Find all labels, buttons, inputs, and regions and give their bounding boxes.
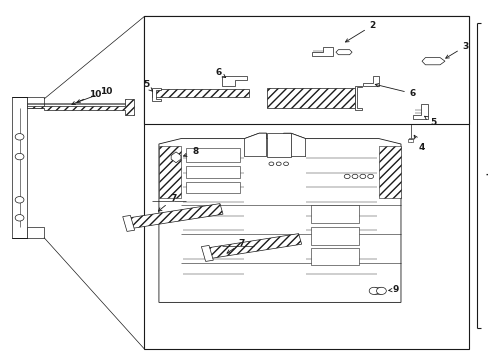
Polygon shape	[244, 133, 266, 157]
Polygon shape	[311, 47, 332, 56]
Text: 8: 8	[183, 148, 198, 157]
Bar	[201, 246, 213, 261]
Bar	[185, 182, 239, 193]
Polygon shape	[12, 97, 44, 108]
Text: 9: 9	[388, 285, 398, 294]
Bar	[310, 205, 359, 223]
Polygon shape	[159, 133, 400, 302]
Text: 6: 6	[215, 68, 225, 77]
Polygon shape	[421, 58, 444, 65]
Bar	[159, 146, 181, 198]
Bar	[378, 146, 400, 198]
Bar	[144, 16, 468, 349]
Bar	[185, 166, 239, 178]
Bar	[144, 16, 468, 124]
Text: 5: 5	[142, 80, 152, 91]
Text: 5: 5	[424, 116, 436, 127]
Circle shape	[268, 162, 273, 166]
Circle shape	[351, 174, 357, 179]
Text: 6: 6	[374, 84, 415, 98]
Text: 10: 10	[77, 87, 112, 103]
Bar	[129, 204, 223, 228]
Text: 7: 7	[226, 238, 245, 253]
Circle shape	[359, 174, 365, 179]
Polygon shape	[354, 86, 361, 110]
Circle shape	[15, 197, 24, 203]
Bar	[266, 88, 354, 108]
Polygon shape	[412, 104, 427, 119]
Polygon shape	[12, 227, 44, 238]
Polygon shape	[363, 76, 378, 86]
Circle shape	[15, 153, 24, 160]
Circle shape	[15, 215, 24, 221]
Polygon shape	[335, 50, 351, 55]
Bar	[408, 138, 412, 139]
Bar	[407, 139, 412, 142]
Bar	[310, 248, 359, 265]
Circle shape	[15, 134, 24, 140]
Circle shape	[276, 162, 281, 166]
Circle shape	[367, 174, 373, 179]
Circle shape	[283, 162, 288, 166]
Text: 3: 3	[445, 41, 468, 58]
Text: 7: 7	[158, 194, 177, 211]
Bar	[185, 148, 239, 162]
Polygon shape	[12, 97, 27, 238]
Text: 10: 10	[72, 90, 102, 105]
Circle shape	[344, 174, 349, 179]
Polygon shape	[151, 88, 161, 101]
Text: –1: –1	[485, 171, 488, 180]
Text: 4: 4	[413, 135, 424, 152]
Bar	[207, 234, 301, 258]
Circle shape	[368, 287, 378, 294]
Bar	[310, 227, 359, 245]
Polygon shape	[266, 133, 290, 157]
Bar	[122, 215, 134, 231]
Circle shape	[376, 287, 386, 294]
Text: 2: 2	[345, 21, 375, 42]
Polygon shape	[222, 76, 246, 86]
Polygon shape	[27, 99, 134, 115]
Polygon shape	[171, 152, 181, 163]
Polygon shape	[290, 133, 305, 157]
Bar	[151, 89, 249, 97]
